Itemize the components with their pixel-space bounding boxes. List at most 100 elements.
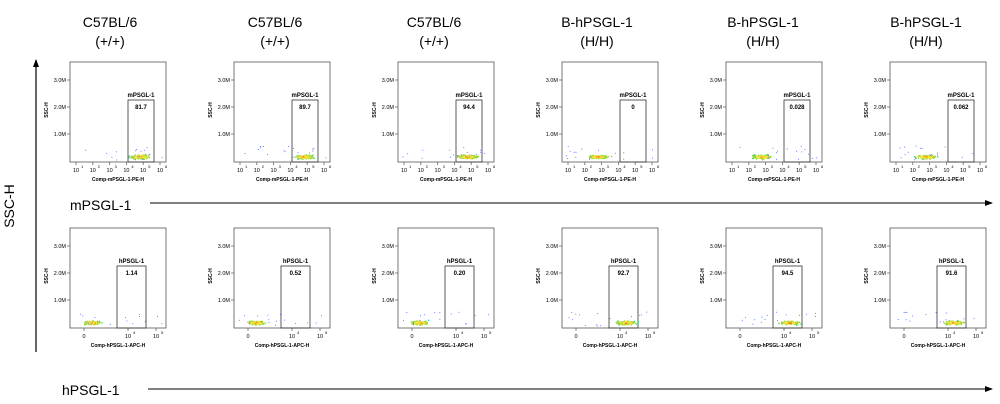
event-dot (248, 323, 250, 325)
event-dot (629, 323, 632, 325)
event-dot (575, 156, 577, 158)
event-dot (144, 321, 146, 323)
panel-y-axis-label: SSC-H (864, 268, 870, 284)
event-dot (471, 156, 473, 158)
cell-population (85, 147, 163, 161)
event-dot (260, 146, 262, 147)
event-dot (766, 314, 768, 316)
event-dot (297, 157, 300, 160)
x-tick-exponent: 5 (325, 330, 328, 335)
event-dot (261, 323, 263, 325)
event-dot (274, 324, 276, 326)
event-dot (627, 323, 630, 326)
x-tick-label: 10 (729, 168, 735, 174)
event-dot (252, 322, 254, 324)
event-dot (262, 323, 265, 325)
event-dot (288, 146, 289, 147)
event-dot (805, 313, 807, 315)
plot-frame (889, 227, 987, 329)
event-dot (132, 323, 134, 325)
event-dot (622, 324, 624, 326)
event-dot (145, 320, 147, 321)
event-dot (921, 148, 923, 149)
event-dot (791, 322, 794, 325)
event-dot (767, 155, 769, 158)
event-dot (244, 315, 246, 317)
event-dot (146, 157, 148, 160)
column-header-strain: B-hPSGL-1 (727, 14, 799, 30)
event-dot (449, 149, 451, 151)
event-dot (623, 158, 625, 160)
gate-value: 0.028 (789, 105, 805, 111)
x-tick-label: 10 (435, 168, 441, 174)
event-dot (597, 313, 599, 315)
event-dot (945, 323, 947, 325)
plot-frame (725, 227, 823, 329)
event-dot (126, 320, 128, 322)
event-dot (469, 156, 471, 158)
event-dot (900, 157, 902, 159)
event-dot (741, 319, 743, 321)
event-dot (248, 322, 251, 324)
event-dot (307, 322, 309, 324)
event-dot (897, 319, 899, 320)
event-dot (474, 156, 476, 159)
event-dot (765, 155, 768, 158)
event-dot (795, 324, 798, 327)
event-dot (925, 154, 927, 157)
event-dot (623, 321, 626, 324)
x-tick-label: 10 (289, 334, 295, 340)
x-tick-label: 10 (632, 168, 638, 174)
event-dot (299, 155, 301, 158)
x-tick-label: 10 (796, 168, 802, 174)
event-dot (256, 315, 258, 317)
event-dot (91, 322, 93, 324)
event-dot (146, 156, 148, 158)
y-tick-label: 1.0M (874, 132, 887, 138)
scatter-panel: 3.0M2.0M1.0MSSC-H101102103104105106Comp-… (372, 61, 496, 183)
x-tick-label: 0 (82, 334, 85, 340)
panel-x-axis-label: Comp-mPSGL-1-PE-H (748, 177, 800, 183)
scatter-panel: 3.0M2.0M1.0MSSC-H101102103104105106Comp-… (536, 61, 660, 183)
x-tick-exponent: 1 (81, 164, 84, 169)
x-tick-label: 10 (809, 334, 815, 340)
cell-population (403, 311, 489, 326)
event-dot (620, 323, 623, 326)
event-dot (244, 153, 246, 155)
event-dot (775, 152, 777, 154)
gate-value: 1.14 (126, 271, 138, 277)
event-dot (135, 150, 137, 152)
event-dot (403, 319, 405, 321)
y-tick-label: 1.0M (546, 298, 559, 304)
gate-name: hPSGL-1 (775, 259, 801, 265)
x-tick-exponent: 5 (476, 164, 479, 169)
event-dot (465, 157, 468, 159)
event-dot (914, 159, 916, 161)
event-dot (598, 149, 599, 151)
event-dot (800, 145, 802, 147)
x-tick-exponent: 4 (461, 330, 464, 335)
y-tick-label: 3.0M (546, 244, 559, 250)
x-tick-label: 10 (565, 168, 571, 174)
panel-x-axis-label: Comp-hPSGL-1-APC-H (419, 343, 474, 349)
event-dot (92, 322, 95, 325)
event-dot (956, 322, 959, 324)
event-dot (599, 325, 601, 327)
column-header-genotype: (H/H) (909, 33, 942, 49)
gate-rectangle (947, 99, 975, 163)
gate-name: hPSGL-1 (447, 259, 473, 265)
event-dot (764, 154, 766, 157)
event-dot (307, 154, 309, 157)
cell-population (897, 311, 975, 326)
x-tick-exponent: 6 (657, 164, 660, 169)
event-dot (293, 148, 295, 150)
y-tick-label: 2.0M (710, 105, 723, 111)
event-dot (297, 156, 299, 158)
event-dot (790, 320, 793, 323)
event-dot (275, 320, 277, 322)
event-dot (943, 322, 946, 325)
x-tick-exponent: 5 (640, 164, 643, 169)
event-dot (265, 322, 267, 324)
